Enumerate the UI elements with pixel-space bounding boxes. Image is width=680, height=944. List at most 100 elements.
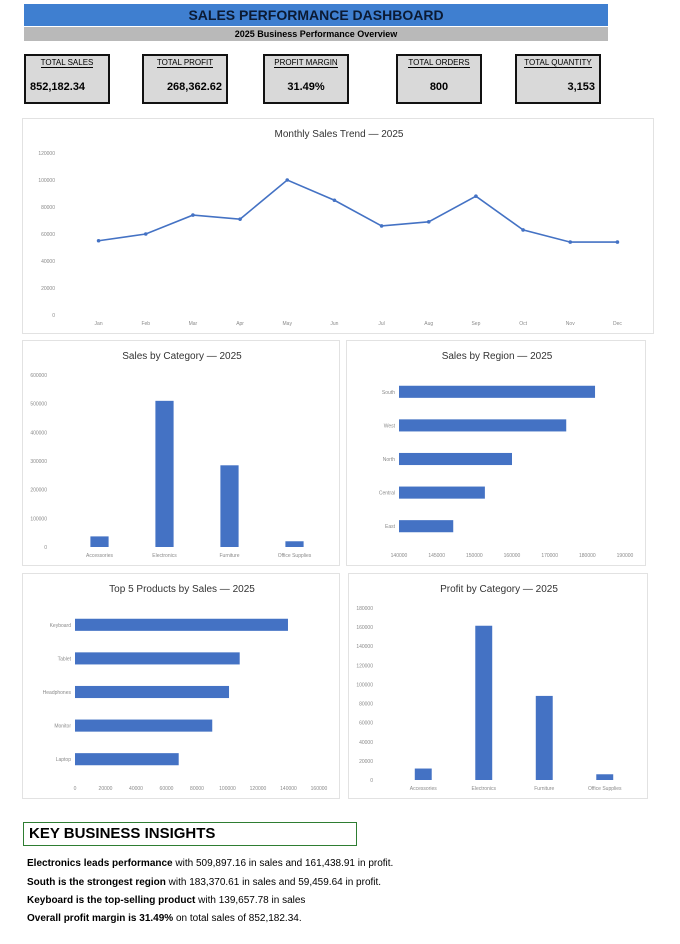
- x-tick-label: Office Supplies: [278, 553, 312, 559]
- x-tick-label: Office Supplies: [588, 786, 622, 792]
- bar: [75, 685, 230, 699]
- x-tick-label: Oct: [519, 321, 527, 327]
- x-tick-label: 0: [74, 786, 77, 792]
- kpi-card-total-orders: TOTAL ORDERS 800: [396, 54, 482, 104]
- chart-title: Sales by Category — 2025: [122, 351, 242, 362]
- y-tick-label: 400000: [30, 430, 47, 436]
- x-tick-label: 100000: [219, 786, 236, 792]
- y-tick-label: 120000: [356, 663, 373, 669]
- bar: [535, 695, 553, 780]
- bar: [220, 465, 239, 547]
- x-tick-label: Electronics: [152, 553, 177, 559]
- profit-by-category-chart: Profit by Category — 2025 0 20000 40000 6000…: [348, 573, 648, 799]
- y-tick-label: 80000: [359, 702, 373, 708]
- bar: [285, 541, 304, 547]
- y-tick-label: Tablet: [58, 656, 72, 662]
- y-tick-label: 100000: [356, 682, 373, 688]
- y-tick-label: 300000: [30, 459, 47, 465]
- x-tick-label: Furniture: [534, 786, 554, 792]
- top-products-chart: Top 5 Products by Sales — 2025 Keyboard Ta…: [22, 573, 340, 799]
- kpi-label: TOTAL ORDERS: [408, 58, 470, 68]
- y-tick-label: 0: [52, 313, 55, 319]
- monthly-sales-trend-chart: Monthly Sales Trend — 2025 0 20000 40000 600…: [22, 118, 654, 334]
- bar: [399, 419, 567, 432]
- y-tick-label: 120000: [38, 151, 55, 157]
- x-tick-label: 180000: [579, 553, 596, 559]
- kpi-value: 800: [429, 81, 449, 93]
- y-tick-label: Central: [379, 491, 395, 497]
- data-point: [426, 220, 431, 224]
- y-tick-label: 80000: [41, 205, 55, 211]
- x-tick-label: Jul: [378, 321, 384, 327]
- x-tick-label: Electronics: [472, 786, 497, 792]
- data-point: [379, 224, 384, 228]
- bar: [75, 618, 288, 631]
- y-tick-label: 60000: [41, 232, 55, 238]
- data-point: [568, 240, 573, 244]
- insight-line: Overall profit margin is 31.49% on total…: [27, 913, 302, 924]
- y-tick-label: 500000: [30, 402, 47, 408]
- chart-title: Monthly Sales Trend — 2025: [275, 129, 404, 140]
- kpi-value: 268,362.62: [166, 81, 222, 93]
- chart-title: Sales by Region — 2025: [442, 351, 553, 362]
- bar: [155, 400, 174, 547]
- y-tick-label: 0: [370, 778, 373, 784]
- y-tick-label: 160000: [356, 625, 373, 631]
- y-tick-label: 60000: [359, 721, 373, 727]
- data-point: [96, 238, 101, 243]
- insight-line: South is the strongest region with 183,3…: [27, 877, 382, 888]
- dashboard-title: SALES PERFORMANCE DASHBOARD: [24, 4, 608, 26]
- bar: [75, 753, 179, 766]
- bar: [399, 385, 596, 398]
- x-tick-label: Accessories: [86, 553, 113, 559]
- series-line: [98, 179, 618, 243]
- x-tick-label: 170000: [541, 553, 558, 559]
- x-tick-label: Nov: [566, 321, 575, 327]
- kpi-label: TOTAL PROFIT: [156, 58, 214, 68]
- chart-title: Profit by Category — 2025: [440, 584, 558, 595]
- x-tick-label: Feb: [141, 321, 150, 327]
- x-tick-label: Apr: [236, 321, 244, 327]
- y-tick-label: 100000: [30, 516, 47, 522]
- y-tick-label: West: [384, 423, 396, 429]
- bar: [75, 652, 240, 665]
- y-tick-label: 180000: [356, 606, 373, 612]
- bar: [75, 719, 213, 732]
- y-tick-label: 40000: [359, 740, 373, 746]
- y-tick-label: East: [385, 524, 396, 530]
- y-tick-label: Laptop: [56, 757, 72, 763]
- data-point: [191, 213, 195, 217]
- y-tick-label: South: [382, 390, 395, 396]
- y-tick-label: 20000: [41, 286, 55, 292]
- bar: [414, 768, 432, 780]
- bar: [399, 452, 512, 466]
- insight-line: Keyboard is the top-selling product with…: [27, 895, 306, 906]
- kpi-label: PROFIT MARGIN: [274, 58, 338, 68]
- x-tick-label: 140000: [391, 553, 408, 559]
- y-tick-label: 0: [44, 545, 47, 551]
- data-point: [521, 228, 525, 232]
- chart-title: Top 5 Products by Sales — 2025: [109, 584, 255, 595]
- data-point: [285, 178, 290, 182]
- x-tick-label: 150000: [466, 553, 483, 559]
- data-point: [474, 194, 478, 198]
- bar: [399, 486, 485, 499]
- bar: [90, 536, 109, 547]
- y-tick-label: Headphones: [43, 690, 72, 696]
- x-tick-label: 40000: [129, 786, 143, 792]
- kpi-card-total-sales: TOTAL SALES 852,182.34: [24, 54, 110, 104]
- kpi-label: TOTAL QUANTITY: [524, 58, 592, 68]
- bar: [475, 625, 493, 780]
- x-tick-label: 190000: [617, 553, 634, 559]
- y-tick-label: 40000: [41, 259, 55, 265]
- insights-header: KEY BUSINESS INSIGHTS: [23, 822, 357, 846]
- y-tick-label: 200000: [30, 488, 47, 494]
- x-tick-label: Dec: [613, 321, 622, 327]
- x-tick-label: 145000: [428, 553, 445, 559]
- x-tick-label: Accessories: [410, 786, 437, 792]
- y-tick-label: Keyboard: [50, 623, 72, 629]
- kpi-value: 3,153: [567, 81, 595, 93]
- data-point: [143, 232, 148, 236]
- kpi-card-total-profit: TOTAL PROFIT 268,362.62: [142, 54, 228, 104]
- data-point: [615, 240, 620, 244]
